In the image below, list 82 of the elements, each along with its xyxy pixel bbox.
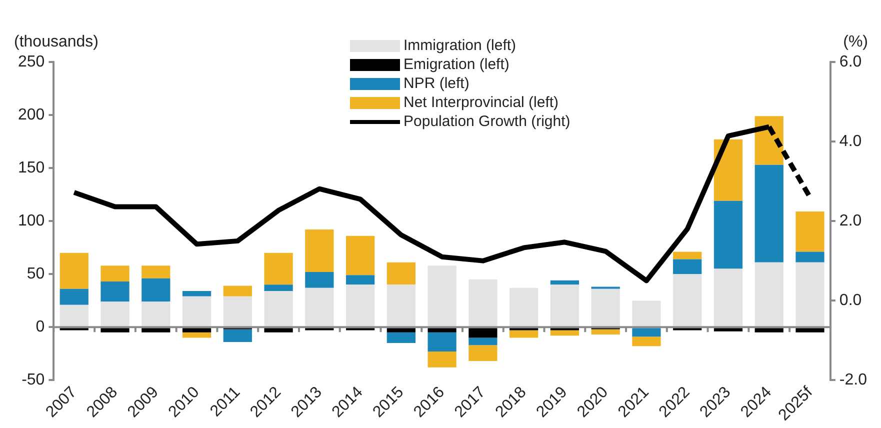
bar (796, 262, 824, 326)
bar (305, 288, 334, 326)
bar (142, 328, 170, 332)
bar (673, 274, 702, 326)
y-tick-label: 0 (36, 318, 45, 336)
bar (428, 351, 456, 368)
legend-label: NPR (left) (404, 75, 470, 92)
bar (714, 268, 743, 326)
legend-label: Immigration (left) (404, 37, 516, 54)
bar (60, 304, 88, 326)
bar (142, 266, 170, 278)
bar (223, 329, 252, 342)
y2-tick-label: 0.0 (839, 292, 862, 309)
bar (305, 272, 334, 288)
bar (428, 328, 456, 332)
bar (142, 278, 170, 302)
bar (305, 230, 334, 272)
bar (386, 284, 416, 326)
y-tick-label: 200 (18, 106, 45, 124)
bar (510, 330, 538, 338)
bar (510, 288, 538, 326)
y2-axis-title: (%) (843, 33, 868, 50)
bar (223, 296, 252, 326)
bar (100, 328, 130, 332)
y2-tick-label: -2.0 (839, 372, 868, 389)
bar (754, 262, 784, 326)
bar (428, 266, 456, 326)
bar (386, 332, 416, 343)
bar (796, 252, 824, 262)
bar (468, 328, 498, 338)
bar (632, 328, 661, 337)
bar (673, 252, 702, 260)
y2-tick-label: 2.0 (839, 212, 862, 230)
bar (591, 329, 620, 335)
legend-label: Population Growth (right) (404, 113, 570, 130)
legend-label: Net Interprovincial (left) (404, 94, 559, 111)
bar (386, 328, 416, 332)
bar (796, 328, 824, 332)
bar (632, 300, 661, 326)
y-tick-label: 150 (18, 159, 45, 176)
bar (346, 275, 375, 285)
bar (550, 330, 580, 336)
bar (632, 336, 661, 346)
bar (264, 328, 293, 332)
bar (550, 280, 580, 285)
bar (60, 252, 88, 289)
bar (386, 262, 416, 285)
bar (264, 284, 293, 292)
bar (673, 259, 702, 274)
bar (264, 291, 293, 326)
y-tick-label: 100 (18, 212, 45, 230)
y-axis-title: (thousands) (14, 33, 98, 50)
y-tick-label: -50 (22, 372, 45, 389)
bar (182, 332, 212, 338)
bar (182, 328, 212, 332)
bar (223, 286, 252, 296)
bar (550, 284, 580, 326)
bar (591, 288, 620, 326)
bar (468, 338, 498, 346)
bar (182, 291, 212, 296)
bar (714, 200, 743, 269)
legend-label: Emigration (left) (404, 56, 510, 73)
y-tick-label: 50 (26, 265, 45, 282)
bar (468, 279, 498, 326)
y-tick-label: 250 (18, 53, 45, 70)
bar (754, 328, 784, 332)
bar (346, 284, 375, 326)
y2-tick-label: 6.0 (839, 53, 862, 70)
bar (714, 139, 743, 201)
bar (428, 332, 456, 352)
bar (346, 236, 375, 276)
bar (182, 296, 212, 326)
bar (264, 252, 293, 285)
bar (714, 328, 743, 332)
y2-tick-label: 4.0 (839, 132, 862, 150)
bar (796, 212, 824, 252)
bar (142, 302, 170, 326)
bar (100, 281, 130, 302)
bar (468, 345, 498, 362)
bar (100, 302, 130, 326)
bar (100, 266, 130, 282)
bar (60, 288, 88, 305)
